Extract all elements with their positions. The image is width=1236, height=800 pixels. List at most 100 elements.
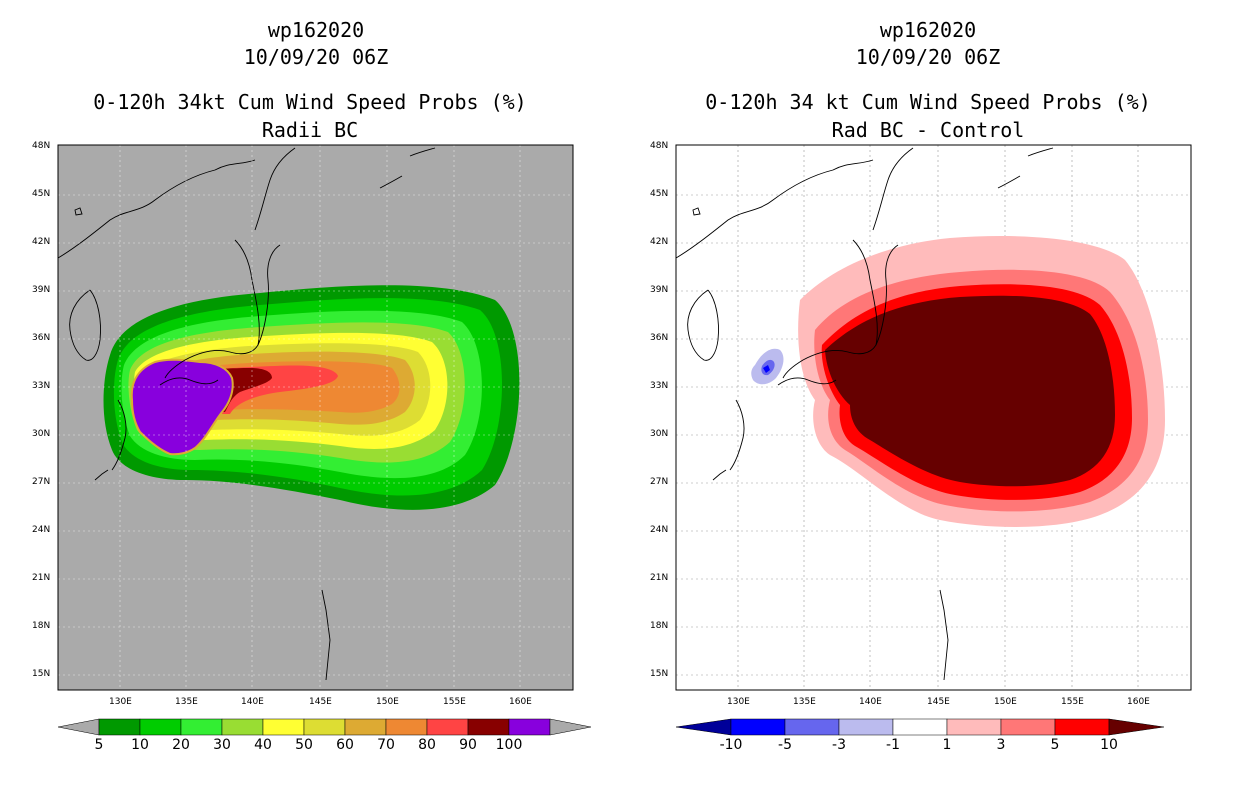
right-coastlines	[676, 147, 1054, 681]
right-colorbar	[675, 718, 1165, 736]
right-map	[676, 145, 1191, 690]
lon-label: 145E	[309, 697, 332, 707]
lat-label: 39N	[32, 285, 51, 295]
lat-label: 21N	[650, 573, 669, 583]
lon-label: 135E	[175, 697, 198, 707]
right-map-frame	[675, 144, 1192, 691]
colorbar-low-end	[57, 718, 100, 736]
colorbar-label: 70	[377, 737, 395, 753]
lon-label: 160E	[509, 697, 532, 707]
lon-label: 155E	[443, 697, 466, 707]
colorbar-swatch	[946, 718, 1002, 736]
colorbar-swatch	[784, 718, 840, 736]
colorbar-label: 5	[1050, 737, 1060, 753]
colorbar-label: 40	[254, 737, 272, 753]
left-title: 0-120h 34kt Cum Wind Speed Probs (%)	[93, 90, 527, 114]
colorbar-swatch	[892, 718, 948, 736]
colorbar-swatch	[98, 718, 141, 736]
lon-label: 150E	[994, 697, 1017, 707]
colorbar-label: -10	[719, 737, 743, 753]
right-datetime: 10/09/20 06Z	[855, 45, 1001, 69]
right-title: 0-120h 34 kt Cum Wind Speed Probs (%)	[705, 90, 1151, 114]
colorbar-label: 5	[94, 737, 104, 753]
lat-label: 21N	[32, 573, 51, 583]
colorbar-label: 50	[295, 737, 313, 753]
left-grid	[58, 145, 573, 690]
lon-label: 155E	[1061, 697, 1084, 707]
left-storm-id: wp162020	[267, 18, 365, 42]
colorbar-swatch	[1054, 718, 1110, 736]
lat-label: 30N	[650, 429, 669, 439]
lon-label: 130E	[727, 697, 750, 707]
right-grid	[676, 145, 1191, 690]
colorbar-swatch	[180, 718, 223, 736]
right-difference-contours	[751, 236, 1165, 527]
lon-label: 145E	[927, 697, 950, 707]
colorbar-label: 10	[1100, 737, 1118, 753]
colorbar-label: 30	[213, 737, 231, 753]
left-map-frame	[57, 144, 574, 691]
colorbar-label: 80	[418, 737, 436, 753]
lat-label: 24N	[650, 525, 669, 535]
colorbar-swatch	[426, 718, 469, 736]
colorbar-swatch	[508, 718, 551, 736]
lat-label: 36N	[650, 333, 669, 343]
colorbar-label: 20	[172, 737, 190, 753]
colorbar-swatch	[730, 718, 786, 736]
lat-label: 18N	[32, 621, 51, 631]
lon-label: 140E	[859, 697, 882, 707]
lon-label: 130E	[109, 697, 132, 707]
lat-label: 30N	[32, 429, 51, 439]
colorbar-swatch	[344, 718, 387, 736]
colorbar-label: 3	[996, 737, 1006, 753]
lat-label: 42N	[650, 237, 669, 247]
colorbar-high-end	[549, 718, 592, 736]
left-probability-contours	[103, 285, 520, 510]
colorbar-low-end	[675, 718, 732, 736]
right-storm-id: wp162020	[879, 18, 977, 42]
colorbar-swatch	[262, 718, 305, 736]
lon-label: 150E	[376, 697, 399, 707]
left-coastlines	[58, 147, 436, 681]
colorbar-swatch	[221, 718, 264, 736]
colorbar-label: 100	[495, 737, 523, 753]
colorbar-swatch	[385, 718, 428, 736]
lat-label: 27N	[32, 477, 51, 487]
lat-label: 48N	[650, 141, 669, 151]
lat-label: 45N	[650, 189, 669, 199]
lat-label: 33N	[650, 381, 669, 391]
colorbar-label: 10	[131, 737, 149, 753]
colorbar-swatch	[1000, 718, 1056, 736]
colorbar-label: 90	[459, 737, 477, 753]
lon-label: 160E	[1127, 697, 1150, 707]
colorbar-label: 60	[336, 737, 354, 753]
lat-label: 45N	[32, 189, 51, 199]
colorbar-swatch	[139, 718, 182, 736]
lat-label: 33N	[32, 381, 51, 391]
lat-label: 27N	[650, 477, 669, 487]
lat-label: 15N	[32, 669, 51, 679]
left-colorbar	[57, 718, 592, 736]
diff-10	[825, 295, 1115, 487]
colorbar-label: -5	[778, 737, 792, 753]
colorbar-label: 1	[942, 737, 952, 753]
colorbar-label: -1	[886, 737, 900, 753]
colorbar-swatch	[838, 718, 894, 736]
lat-label: 48N	[32, 141, 51, 151]
lon-label: 135E	[793, 697, 816, 707]
left-map	[58, 145, 573, 690]
lat-label: 24N	[32, 525, 51, 535]
lat-label: 36N	[32, 333, 51, 343]
colorbar-swatch	[303, 718, 346, 736]
lat-label: 39N	[650, 285, 669, 295]
left-subtitle: Radii BC	[261, 118, 359, 142]
right-subtitle: Rad BC - Control	[831, 118, 1025, 142]
lon-label: 140E	[241, 697, 264, 707]
colorbar-high-end	[1108, 718, 1165, 736]
lat-label: 18N	[650, 621, 669, 631]
lat-label: 42N	[32, 237, 51, 247]
colorbar-swatch	[467, 718, 510, 736]
left-datetime: 10/09/20 06Z	[243, 45, 389, 69]
colorbar-label: -3	[832, 737, 846, 753]
